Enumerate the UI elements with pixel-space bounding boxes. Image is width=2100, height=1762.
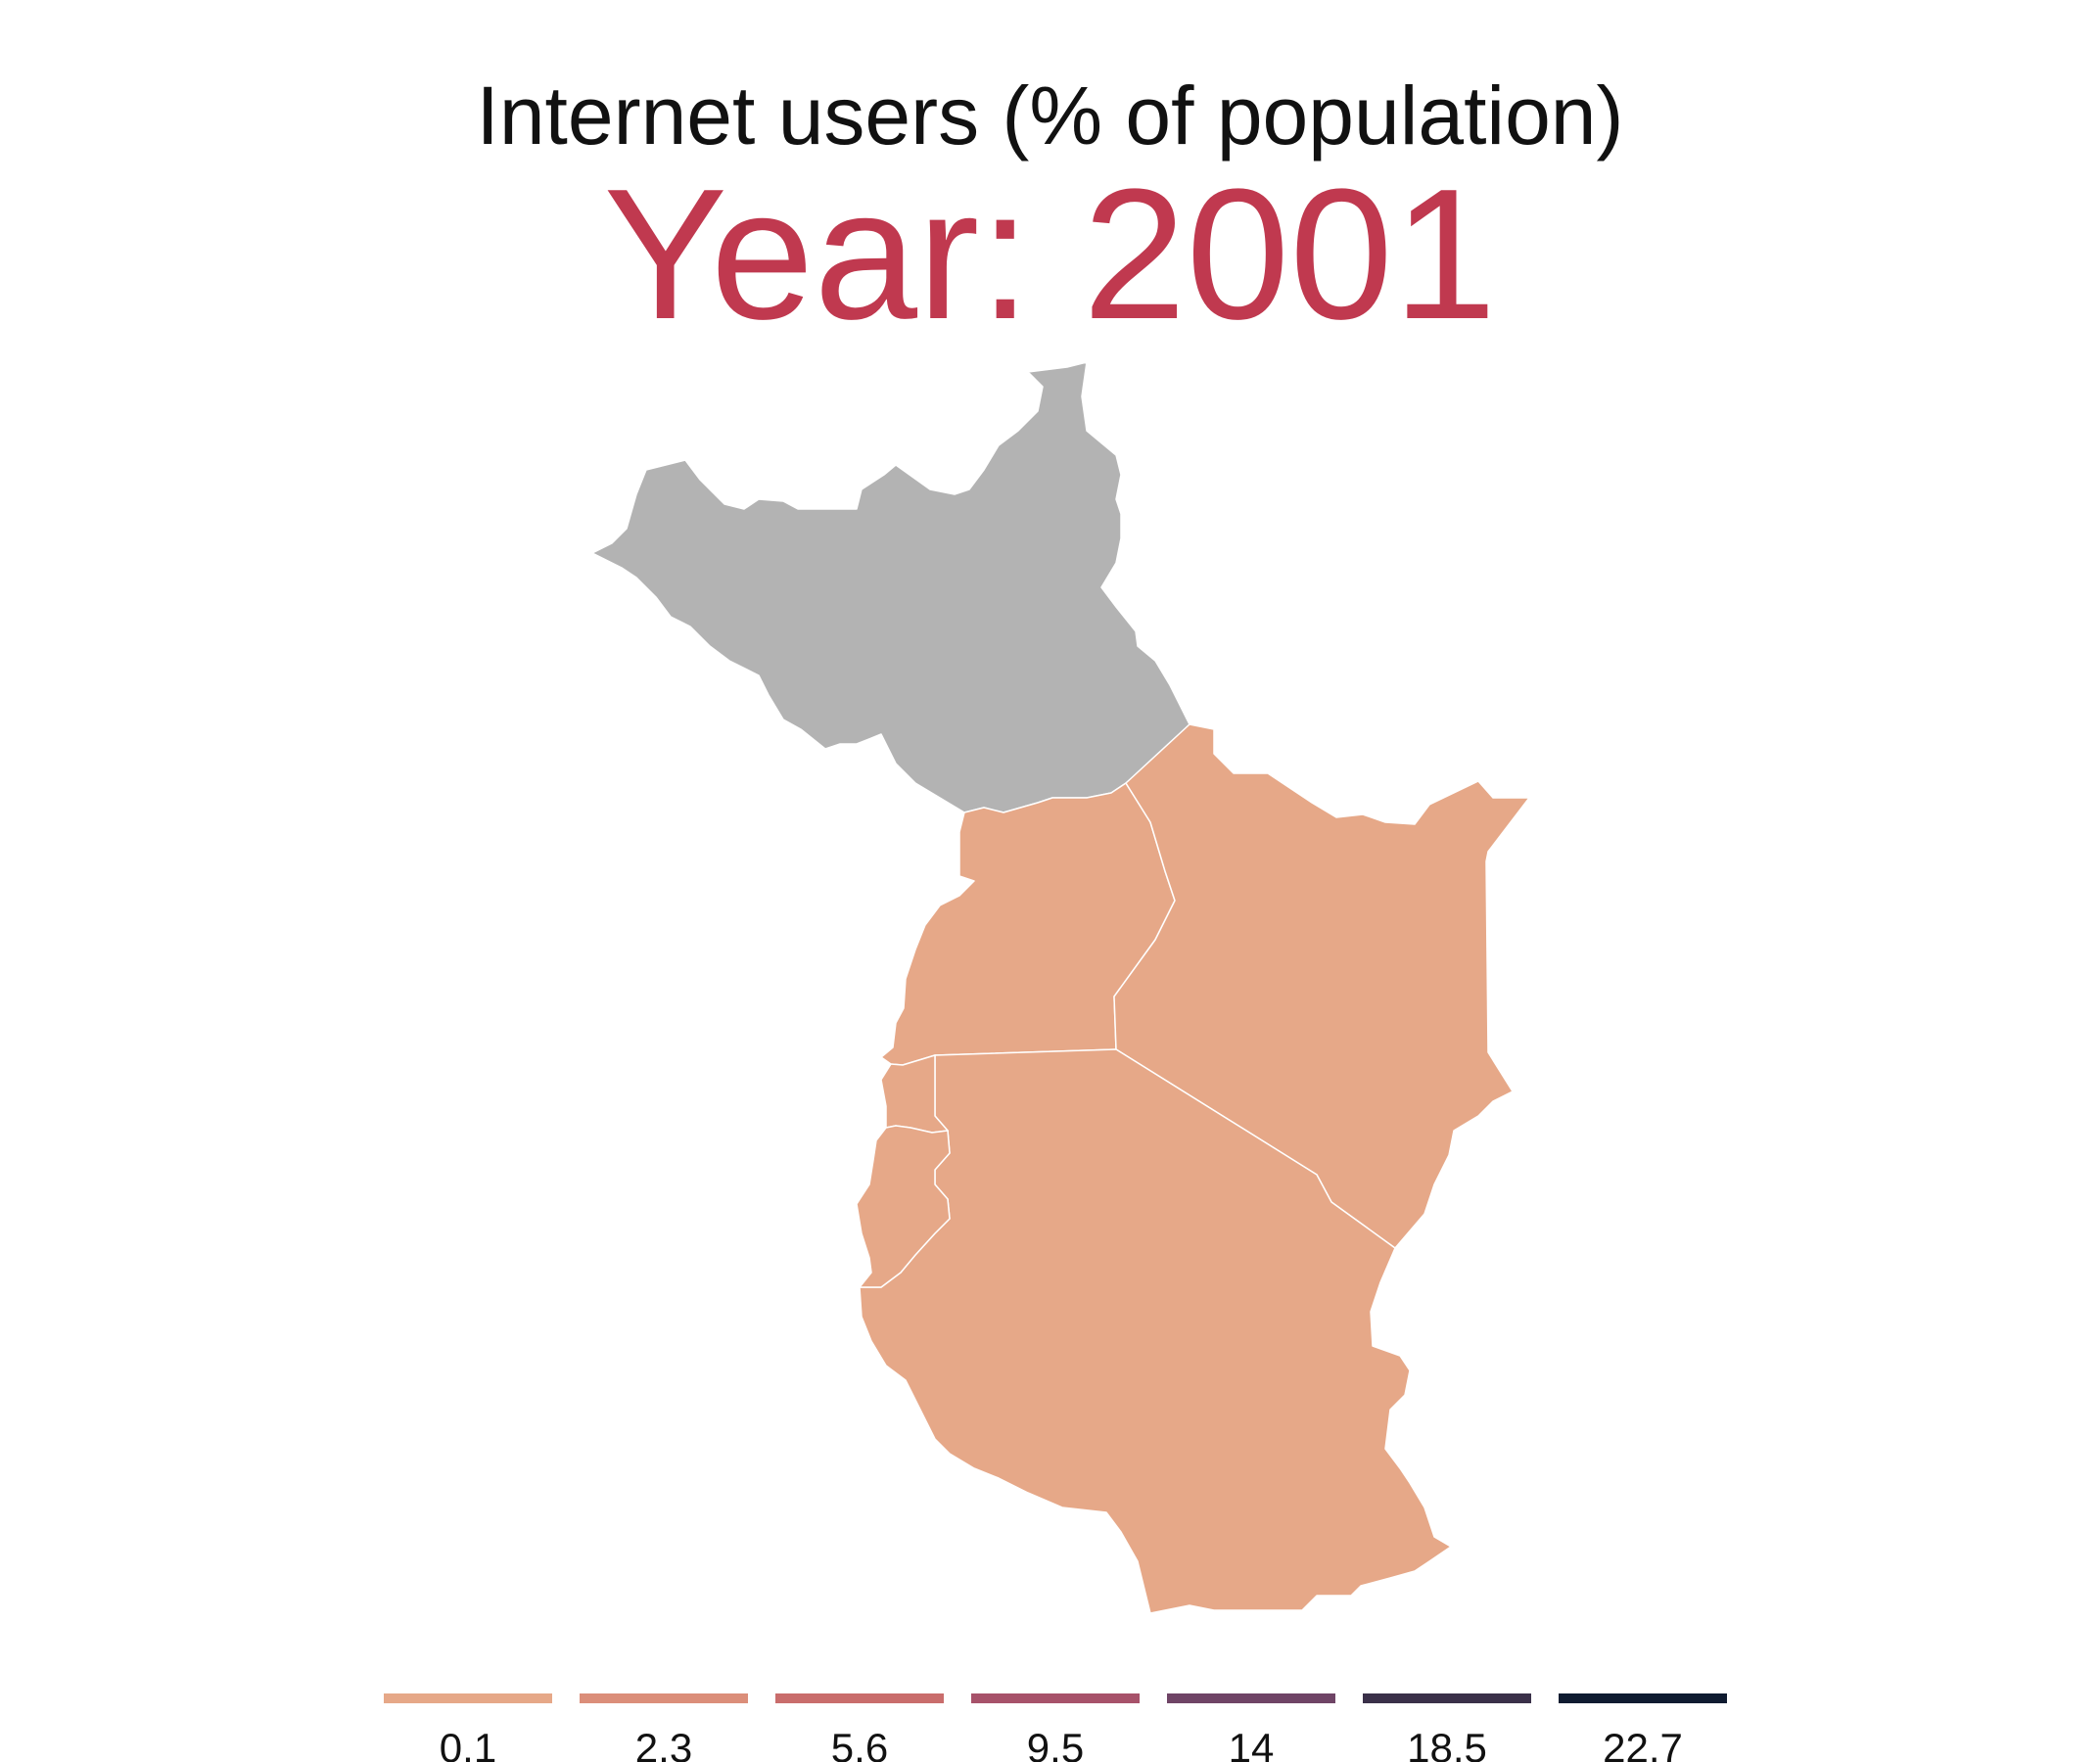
legend-swatch-6 <box>1363 1693 1531 1703</box>
legend-swatch-5 <box>1167 1693 1335 1703</box>
legend-label-5: 14 <box>1228 1725 1275 1762</box>
region-burundi <box>856 1125 951 1288</box>
legend-label-3: 5.6 <box>830 1725 889 1762</box>
legend-label-4: 9.5 <box>1026 1725 1085 1762</box>
region-south-sudan <box>591 361 1190 813</box>
legend-key-5: 14 <box>1167 1693 1335 1762</box>
legend-key-3: 5.6 <box>775 1693 944 1762</box>
legend-key-6: 18.5 <box>1363 1693 1531 1762</box>
legend: 0.1 2.3 5.6 9.5 14 18.5 22.7 <box>384 1693 1731 1762</box>
legend-key-7: 22.7 <box>1559 1693 1727 1762</box>
legend-swatch-4 <box>971 1693 1140 1703</box>
legend-key-1: 0.1 <box>384 1693 552 1762</box>
legend-swatch-1 <box>384 1693 552 1703</box>
legend-swatch-3 <box>775 1693 944 1703</box>
map-title: Internet users (% of population) <box>476 70 1624 162</box>
legend-key-2: 2.3 <box>580 1693 748 1762</box>
region-kenya <box>1113 723 1530 1249</box>
legend-label-1: 0.1 <box>439 1725 497 1762</box>
legend-swatch-2 <box>580 1693 748 1703</box>
legend-key-4: 9.5 <box>971 1693 1140 1762</box>
legend-label-6: 18.5 <box>1407 1725 1487 1762</box>
legend-label-2: 2.3 <box>634 1725 693 1762</box>
legend-swatch-7 <box>1559 1693 1727 1703</box>
year-subtitle: Year: 2001 <box>603 151 1497 358</box>
legend-label-7: 22.7 <box>1603 1725 1683 1762</box>
